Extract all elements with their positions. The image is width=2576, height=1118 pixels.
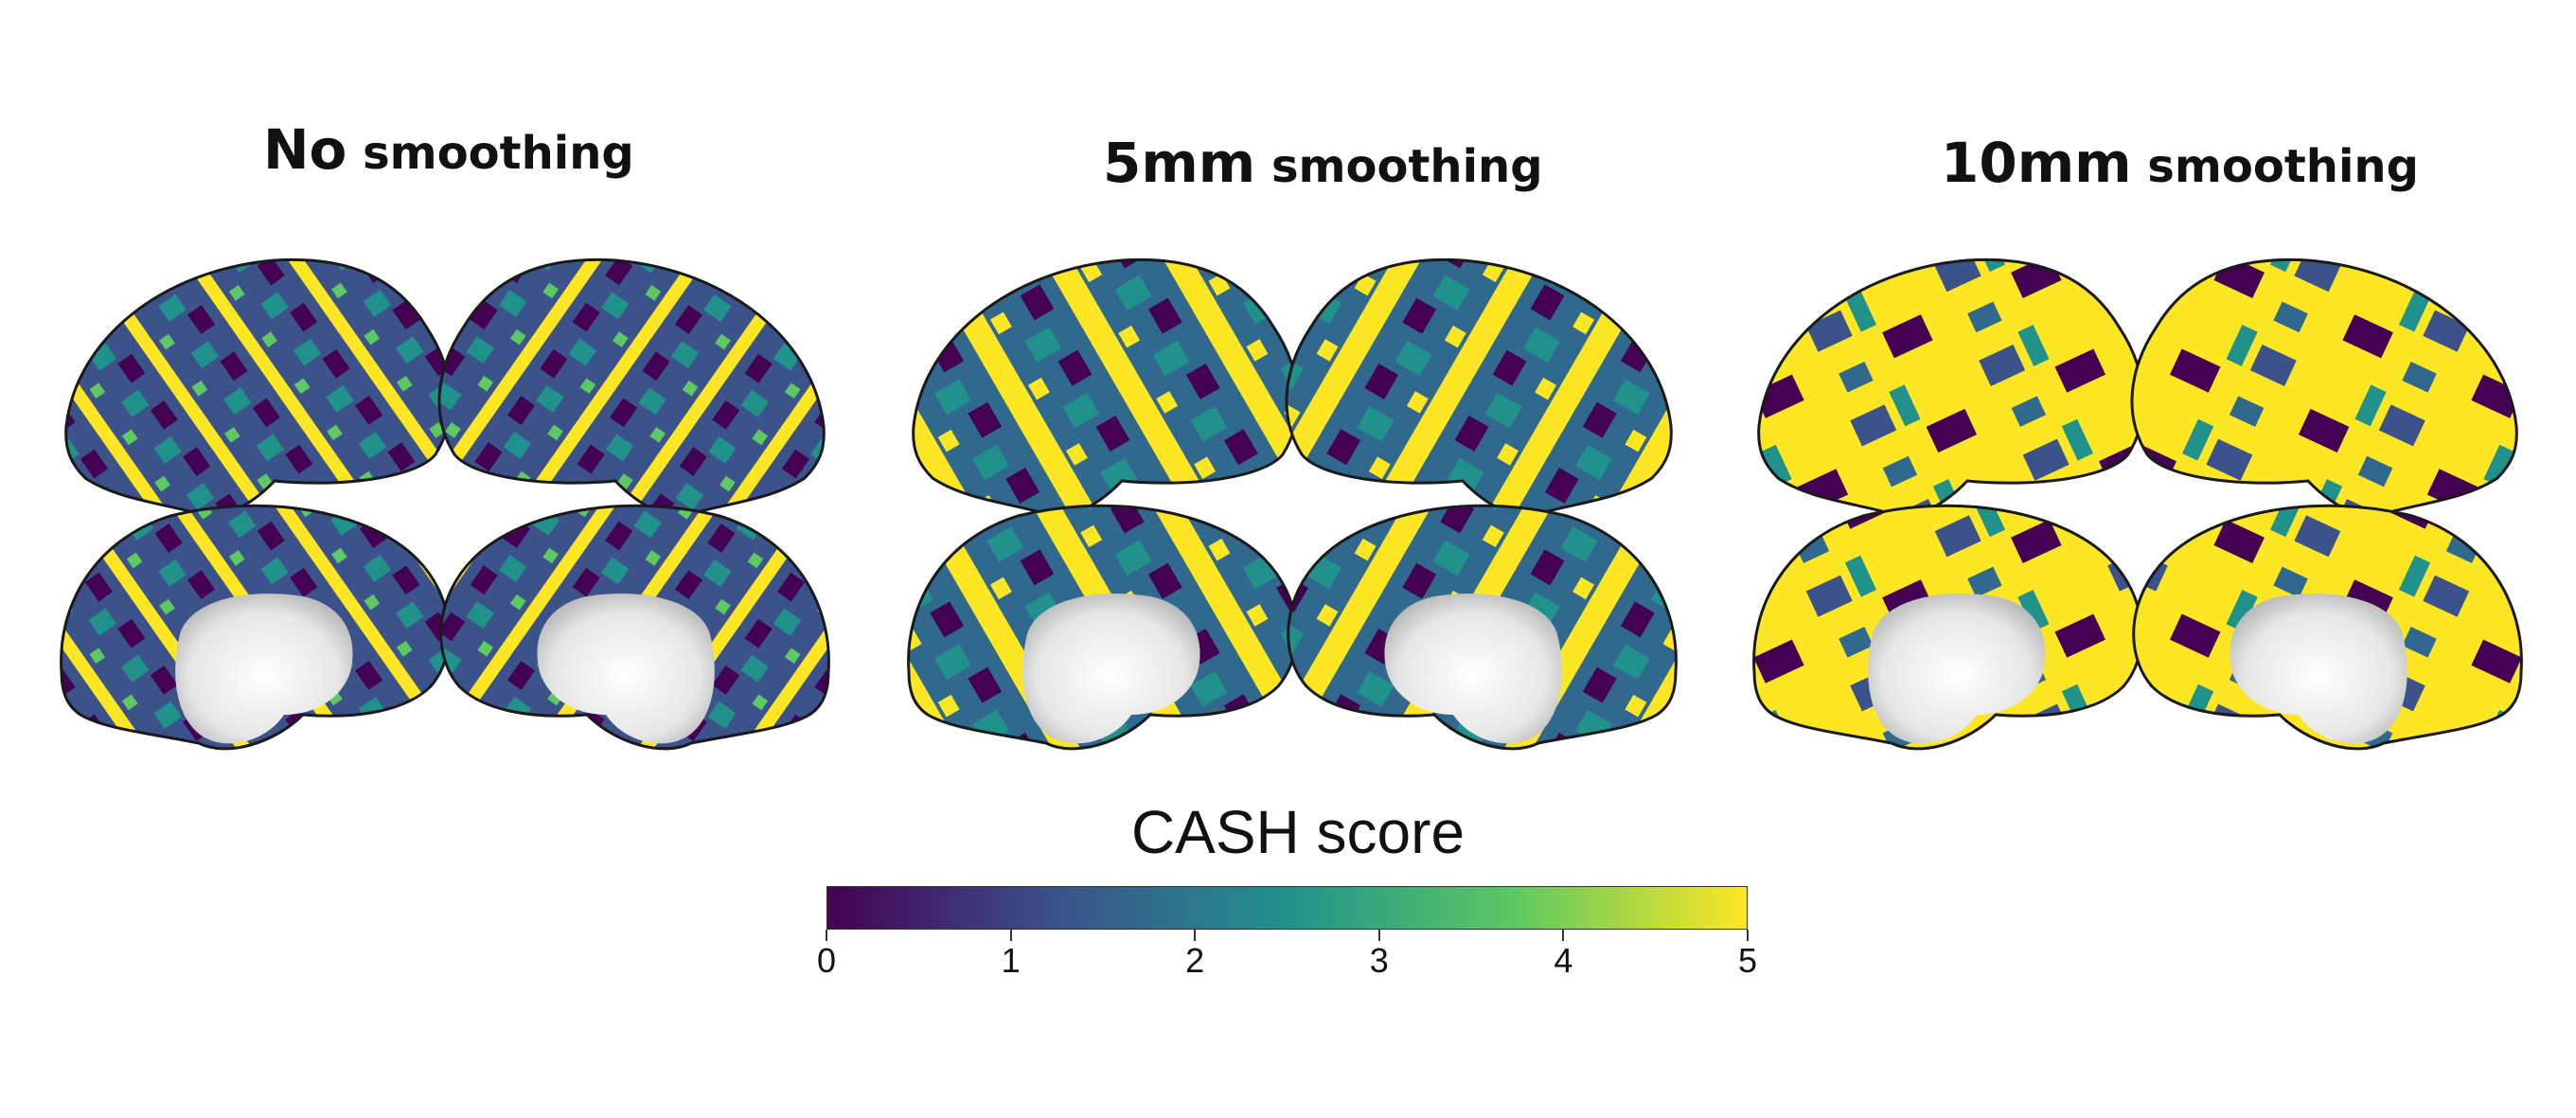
colorbar-tick-label: 4 xyxy=(1554,941,1573,980)
panel-title-rest: smoothing xyxy=(2131,140,2419,193)
panel-title-10mm-smoothing: 10mm smoothing xyxy=(1941,131,2419,195)
colorbar-tick-label: 1 xyxy=(1001,941,1021,980)
colorbar-tick-label: 2 xyxy=(1185,941,1205,980)
colorbar-tick-mark xyxy=(1562,930,1565,941)
right-lateral-surface xyxy=(437,257,826,519)
panel-title-bold: 5mm xyxy=(1103,131,1256,195)
colorbar-tick-label: 3 xyxy=(1369,941,1389,980)
panel-title-5mm-smoothing: 5mm smoothing xyxy=(1103,131,1543,195)
left-lateral-surface xyxy=(64,257,453,519)
panel-title-bold: No xyxy=(263,117,347,182)
panel-10mm-smoothing xyxy=(1752,257,2523,751)
right-lateral-surface xyxy=(2130,257,2518,519)
right-medial-surface xyxy=(2132,504,2523,751)
right-lateral-surface xyxy=(1285,257,1673,519)
colorbar-tick-mark xyxy=(826,930,827,941)
left-lateral-surface xyxy=(912,257,1300,519)
colorbar-tick-mark xyxy=(1747,930,1749,941)
right-medial-surface xyxy=(439,504,830,751)
colorbar-tick-mark xyxy=(1194,930,1197,941)
colorbar xyxy=(826,886,1748,930)
panel-title-bold: 10mm xyxy=(1941,131,2132,195)
panel-title-rest: smoothing xyxy=(1255,140,1543,193)
colorbar-tick-mark xyxy=(1009,930,1012,941)
colorbar-tick-label: 0 xyxy=(816,941,837,980)
left-medial-surface xyxy=(907,504,1298,751)
panel-title-rest: smoothing xyxy=(346,127,634,180)
colorbar-tick-label: 5 xyxy=(1737,941,1758,980)
colorbar-title: CASH score xyxy=(1130,798,1466,866)
left-medial-surface xyxy=(60,504,451,751)
right-medial-surface xyxy=(1287,504,1678,751)
panel-5mm-smoothing xyxy=(907,257,1678,751)
left-medial-surface xyxy=(1752,504,2143,751)
colorbar-tick-mark xyxy=(1377,930,1380,941)
panel-no-smoothing xyxy=(60,257,830,751)
panel-title-no-smoothing: No smoothing xyxy=(263,117,634,182)
left-lateral-surface xyxy=(1757,257,2145,519)
